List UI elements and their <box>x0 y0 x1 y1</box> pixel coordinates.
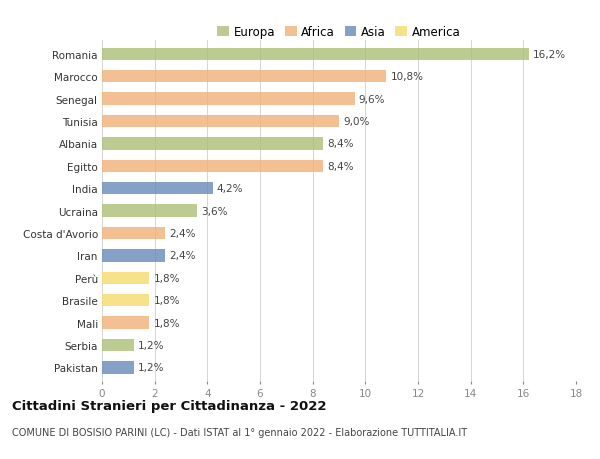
Bar <box>102 361 134 374</box>
Text: 1,8%: 1,8% <box>154 318 180 328</box>
Bar <box>102 160 323 173</box>
Bar <box>102 227 165 240</box>
Bar <box>102 205 197 217</box>
Legend: Europa, Africa, Asia, America: Europa, Africa, Asia, America <box>215 23 463 41</box>
Bar <box>102 272 149 284</box>
Bar <box>102 183 212 195</box>
Bar <box>102 49 529 61</box>
Text: 9,0%: 9,0% <box>343 117 370 127</box>
Text: COMUNE DI BOSISIO PARINI (LC) - Dati ISTAT al 1° gennaio 2022 - Elaborazione TUT: COMUNE DI BOSISIO PARINI (LC) - Dati IST… <box>12 427 467 437</box>
Text: 2,4%: 2,4% <box>169 229 196 239</box>
Bar <box>102 294 149 307</box>
Bar <box>102 317 149 329</box>
Text: 16,2%: 16,2% <box>533 50 566 60</box>
Text: 1,8%: 1,8% <box>154 273 180 283</box>
Bar <box>102 250 165 262</box>
Text: 10,8%: 10,8% <box>391 72 424 82</box>
Text: 3,6%: 3,6% <box>201 206 227 216</box>
Bar <box>102 93 355 106</box>
Text: 1,8%: 1,8% <box>154 296 180 306</box>
Text: 2,4%: 2,4% <box>169 251 196 261</box>
Text: 4,2%: 4,2% <box>217 184 243 194</box>
Bar <box>102 116 339 128</box>
Bar <box>102 138 323 150</box>
Text: 9,6%: 9,6% <box>359 95 385 104</box>
Text: 8,4%: 8,4% <box>327 162 353 172</box>
Text: 1,2%: 1,2% <box>137 363 164 373</box>
Text: 8,4%: 8,4% <box>327 139 353 149</box>
Text: 1,2%: 1,2% <box>137 340 164 350</box>
Text: Cittadini Stranieri per Cittadinanza - 2022: Cittadini Stranieri per Cittadinanza - 2… <box>12 399 326 412</box>
Bar <box>102 339 134 351</box>
Bar <box>102 71 386 83</box>
